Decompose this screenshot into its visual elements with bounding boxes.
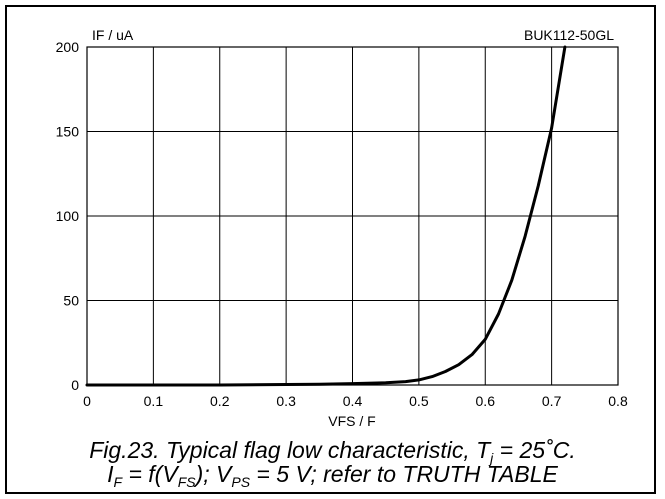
y-tick-label: 100 (56, 208, 80, 224)
x-tick-label: 0.1 (144, 393, 164, 409)
x-tick-label: 0.5 (409, 393, 429, 409)
plot-area (86, 46, 619, 386)
x-tick-label: 0.8 (608, 393, 628, 409)
x-tick-label: 0 (83, 393, 91, 409)
y-tick-label: 150 (56, 124, 80, 140)
figure-frame (5, 5, 656, 494)
x-tick-label: 0.6 (476, 393, 496, 409)
x-tick-label: 0.7 (542, 393, 562, 409)
grid (87, 47, 618, 385)
caption-line-1: Fig.23. Typical flag low characteristic,… (89, 437, 576, 466)
y-tick-label: 50 (63, 293, 79, 309)
tick-labels: 0 0.1 0.2 0.3 0.4 0.5 0.6 0.7 0.8 0 50 100 150 200 (56, 39, 628, 409)
x-tick-label: 0.4 (343, 393, 363, 409)
y-axis-label: IF / uA (92, 27, 134, 43)
y-tick-label: 200 (56, 39, 80, 55)
figure-caption: Fig.23. Typical flag low characteristic,… (0, 437, 665, 490)
corner-label: BUK112-50GL (524, 27, 614, 43)
x-tick-label: 0.3 (276, 393, 296, 409)
x-axis-label: VFS / F (328, 413, 375, 429)
x-tick-label: 0.2 (210, 393, 230, 409)
caption-line-2: IF = f(VFS); VPS = 5 V; refer to TRUTH T… (107, 461, 558, 490)
y-tick-label: 0 (71, 377, 79, 393)
